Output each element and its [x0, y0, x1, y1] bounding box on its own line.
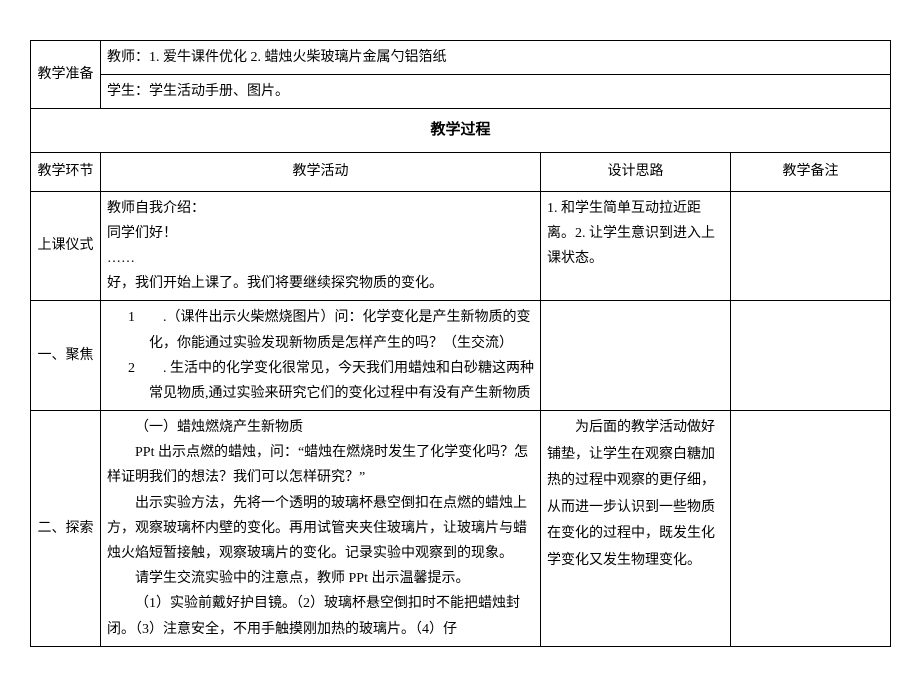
- prep-teacher: 教师：1. 爱牛课件优化 2. 蜡烛火柴玻璃片金属勺铝箔纸: [101, 41, 891, 75]
- ceremony-line-2: 同学们好！: [107, 221, 534, 246]
- focus-item-1: 1 .（课件出示火柴燃烧图片）问：化学变化是产生新物质的变化，你能通过实验发现新…: [107, 305, 534, 355]
- ceremony-line-1: 教师自我介绍：: [107, 196, 534, 221]
- focus-rationale: [541, 301, 731, 411]
- explore-row: 二、探索 （一）蜡烛燃烧产生新物质 PPt 出示点燃的蜡烛，问：“蜡烛在燃烧时发…: [31, 411, 891, 647]
- explore-rationale-text: 为后面的教学活动做好铺垫，让学生在观察白糖加热的过程中观察的更仔细，从而进一步认…: [547, 415, 724, 575]
- explore-rationale: 为后面的教学活动做好铺垫，让学生在观察白糖加热的过程中观察的更仔细，从而进一步认…: [541, 411, 731, 647]
- focus-item-2: 2 . 生活中的化学变化很常见，今天我们用蜡烛和白砂糖这两种常见物质,通过实验来…: [107, 356, 534, 406]
- explore-p1: （一）蜡烛燃烧产生新物质: [107, 415, 534, 440]
- ceremony-rationale: 1. 和学生简单互动拉近距离。2. 让学生意识到进入上课状态。: [541, 191, 731, 301]
- col-remark: 教学备注: [731, 153, 891, 191]
- explore-p3: 出示实验方法，先将一个透明的玻璃杯悬空倒扣在点燃的蜡烛上方，观察玻璃杯内壁的变化…: [107, 491, 534, 567]
- process-header: 教学过程: [31, 109, 891, 153]
- explore-p4: 请学生交流实验中的注意点，教师 PPt 出示温馨提示。: [107, 566, 534, 591]
- prep-row-teacher: 教学准备 教师：1. 爱牛课件优化 2. 蜡烛火柴玻璃片金属勺铝箔纸: [31, 41, 891, 75]
- focus-remark: [731, 301, 891, 411]
- explore-remark: [731, 411, 891, 647]
- focus-row: 一、聚焦 1 .（课件出示火柴燃烧图片）问：化学变化是产生新物质的变化，你能通过…: [31, 301, 891, 411]
- col-rationale: 设计思路: [541, 153, 731, 191]
- explore-p5: （1）实验前戴好护目镜。（2）玻璃杯悬空倒扣时不能把蜡烛封闭。（3）注意安全，不…: [107, 591, 534, 641]
- focus-activity: 1 .（课件出示火柴燃烧图片）问：化学变化是产生新物质的变化，你能通过实验发现新…: [101, 301, 541, 411]
- col-stage: 教学环节: [31, 153, 101, 191]
- ceremony-line-3: ……: [107, 246, 534, 271]
- prep-row-student: 学生：学生活动手册、图片。: [31, 75, 891, 109]
- prep-student: 学生：学生活动手册、图片。: [101, 75, 891, 109]
- process-header-row: 教学过程: [31, 109, 891, 153]
- ceremony-line-4: 好，我们开始上课了。我们将要继续探究物质的变化。: [107, 271, 534, 296]
- prep-label: 教学准备: [31, 41, 101, 109]
- column-header-row: 教学环节 教学活动 设计思路 教学备注: [31, 153, 891, 191]
- col-activity: 教学活动: [101, 153, 541, 191]
- ceremony-remark: [731, 191, 891, 301]
- explore-label: 二、探索: [31, 411, 101, 647]
- explore-activity: （一）蜡烛燃烧产生新物质 PPt 出示点燃的蜡烛，问：“蜡烛在燃烧时发生了化学变…: [101, 411, 541, 647]
- focus-label: 一、聚焦: [31, 301, 101, 411]
- ceremony-activity: 教师自我介绍： 同学们好！ …… 好，我们开始上课了。我们将要继续探究物质的变化…: [101, 191, 541, 301]
- explore-p2: PPt 出示点燃的蜡烛，问：“蜡烛在燃烧时发生了化学变化吗？怎样证明我们的想法？…: [107, 440, 534, 490]
- ceremony-row: 上课仪式 教师自我介绍： 同学们好！ …… 好，我们开始上课了。我们将要继续探究…: [31, 191, 891, 301]
- lesson-plan-table: 教学准备 教师：1. 爱牛课件优化 2. 蜡烛火柴玻璃片金属勺铝箔纸 学生：学生…: [30, 40, 891, 647]
- ceremony-label: 上课仪式: [31, 191, 101, 301]
